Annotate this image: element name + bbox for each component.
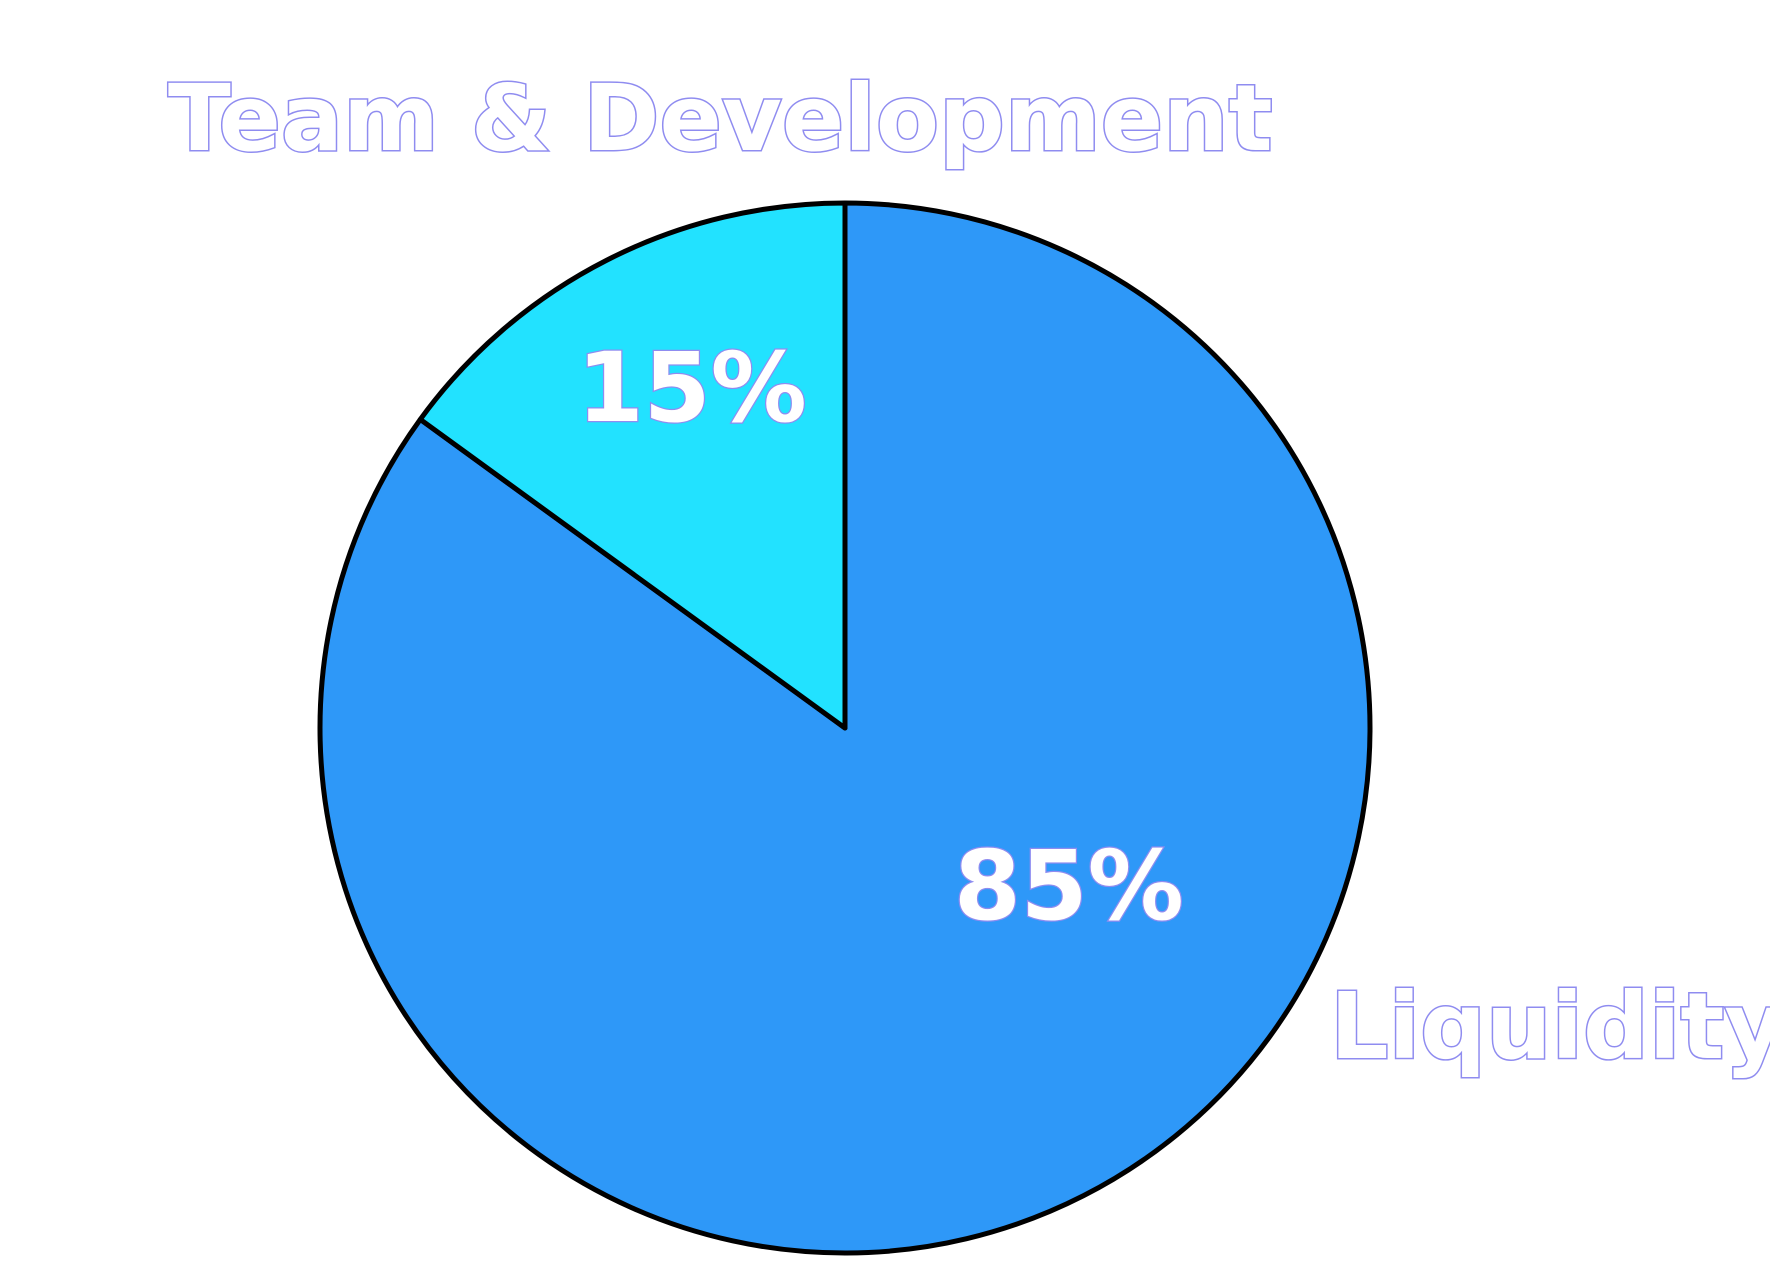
category-label-team-development: Team & Development bbox=[168, 65, 1273, 172]
data-label-liquidity: 85% bbox=[954, 830, 1184, 942]
category-label-liquidity: Liquidity bbox=[1330, 973, 1770, 1080]
pie-slices bbox=[317, 200, 1373, 1256]
pie-slice-team-development bbox=[417, 200, 848, 731]
data-label-team-development: 15% bbox=[577, 332, 807, 444]
